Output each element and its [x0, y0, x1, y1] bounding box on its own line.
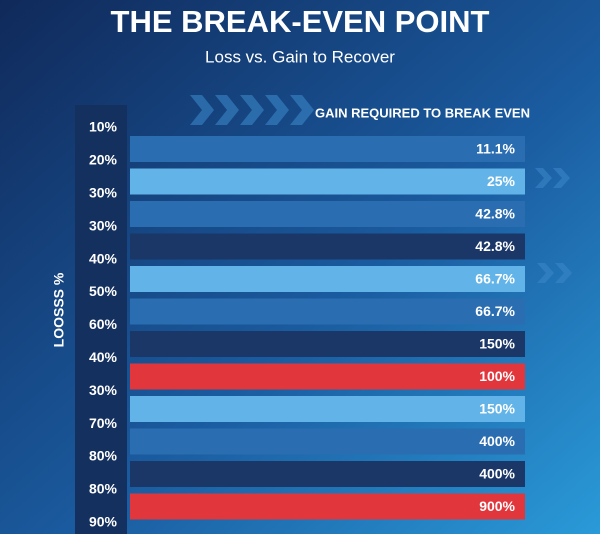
gain-label: 42.8%: [475, 238, 515, 254]
gain-bar: [130, 168, 525, 195]
gain-label: 66.7%: [475, 303, 515, 319]
loss-column: [75, 105, 127, 534]
gain-label: 100%: [479, 368, 515, 384]
loss-label: 40%: [89, 349, 118, 365]
title: THE BREAK-EVEN POINT: [111, 4, 490, 39]
gain-label: 900%: [479, 498, 515, 514]
gain-label: 11.1%: [476, 141, 515, 157]
gain-label: 150%: [479, 336, 515, 352]
gain-label: 400%: [479, 433, 515, 449]
loss-label: 20%: [89, 152, 118, 168]
gain-bar: [130, 233, 525, 260]
loss-label: 10%: [89, 119, 118, 135]
loss-label: 90%: [89, 514, 118, 530]
gain-label: 400%: [479, 466, 515, 482]
loss-label: 60%: [89, 316, 118, 332]
gain-bar: [130, 493, 525, 520]
loss-label: 50%: [89, 283, 118, 299]
loss-label: 30%: [89, 217, 118, 233]
gain-bar: [130, 461, 525, 487]
gain-bar: [130, 396, 525, 422]
loss-label: 30%: [89, 185, 118, 201]
gain-bar: [130, 136, 525, 162]
gain-label: 150%: [479, 401, 515, 417]
loss-label: 80%: [89, 448, 118, 464]
gain-bar: [130, 363, 525, 390]
gain-bar: [130, 266, 525, 292]
loss-label: 80%: [89, 481, 118, 497]
gain-label: 42.8%: [475, 206, 515, 222]
gain-label: 66.7%: [475, 271, 515, 287]
loss-label: 70%: [89, 415, 118, 431]
subtitle: Loss vs. Gain to Recover: [205, 47, 395, 66]
gain-label: 25%: [487, 173, 516, 189]
column-header: GAIN REQUIRED TO BREAK EVEN: [315, 105, 530, 120]
gain-bar: [130, 298, 525, 325]
loss-label: 40%: [89, 250, 118, 266]
loss-label: 30%: [89, 382, 118, 398]
chevrons: [190, 95, 572, 283]
gain-bar: [130, 331, 525, 357]
gain-bar: [130, 201, 525, 227]
gain-bar: [130, 428, 525, 455]
axis-label: LOOSSS %: [51, 272, 67, 347]
